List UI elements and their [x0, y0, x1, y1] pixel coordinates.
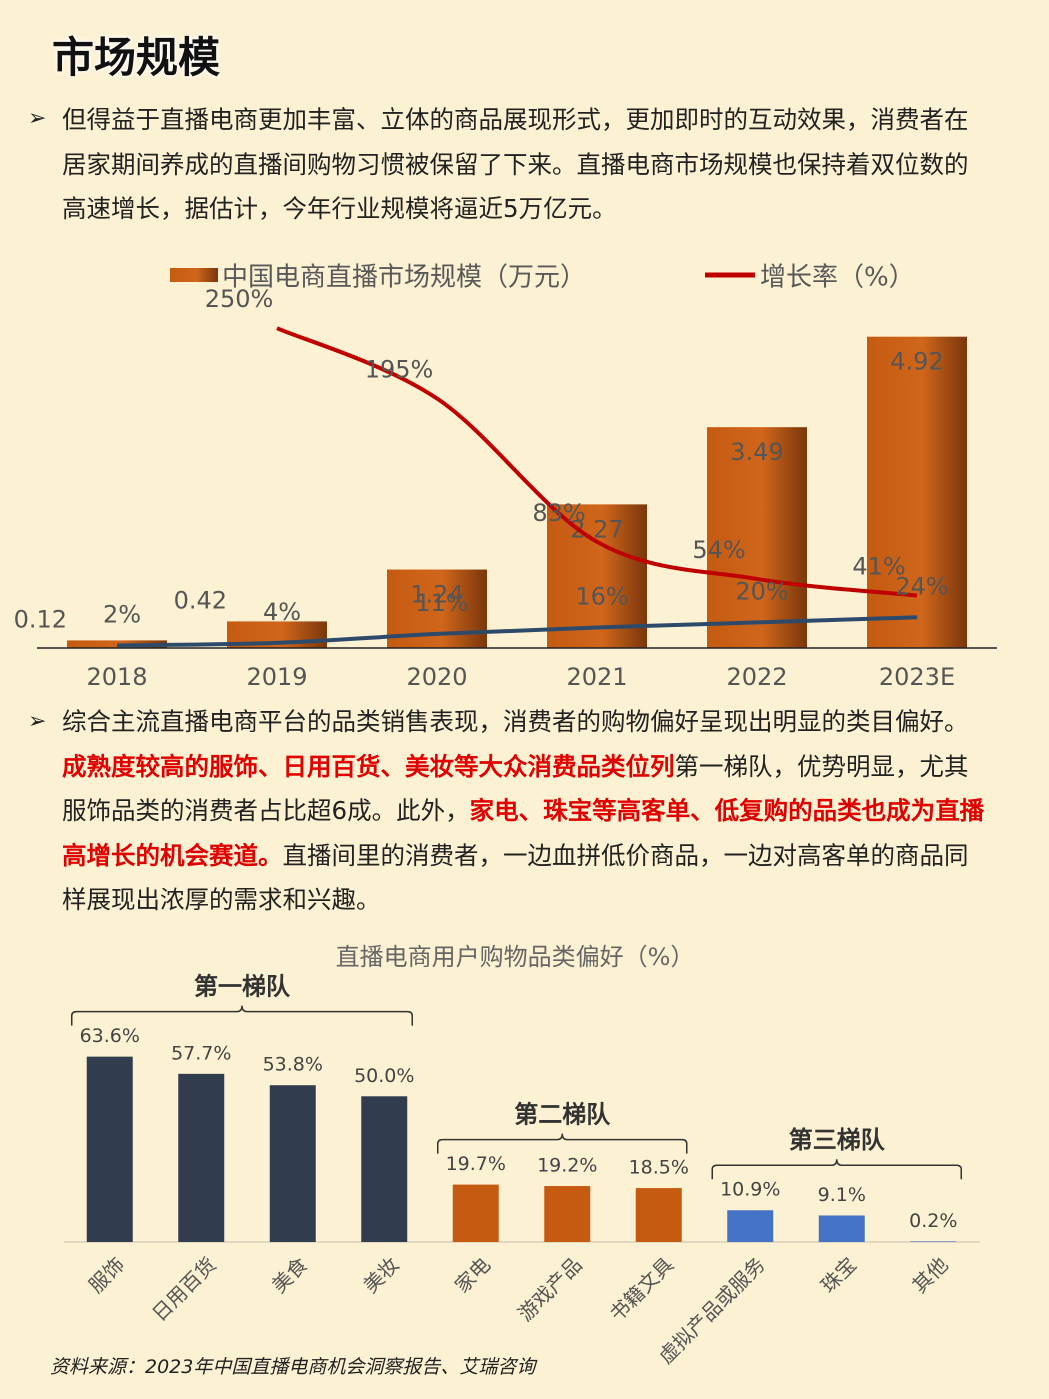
bar-label: 63.6% — [80, 1025, 140, 1047]
bar — [452, 1184, 499, 1242]
x-tick-label: 美食 — [267, 1252, 312, 1297]
line-label: 11% — [415, 589, 468, 617]
bar — [361, 1096, 408, 1242]
x-tick-label: 2023E — [879, 663, 955, 691]
bar-label: 19.2% — [537, 1155, 597, 1177]
line-label: 54% — [692, 536, 745, 564]
group-label: 第三梯队 — [789, 1126, 886, 1154]
bar — [544, 1186, 591, 1242]
x-tick-label: 书籍文具 — [605, 1252, 679, 1326]
bar — [178, 1073, 225, 1242]
bar-label: 9.1% — [818, 1184, 866, 1206]
x-tick-label: 日用百货 — [147, 1252, 221, 1326]
x-tick-label: 2022 — [726, 663, 787, 691]
bar — [635, 1188, 682, 1242]
paragraph: 但得益于直播电商更加丰富、立体的商品展现形式，更加即时的互动效果，消费者在居家期… — [62, 98, 992, 232]
bar-label: 19.7% — [446, 1153, 506, 1175]
bar-label: 53.8% — [263, 1054, 323, 1076]
source: 资料来源：2023年中国直播电商机会洞察报告、艾瑞咨询 — [50, 1356, 536, 1378]
bar-label: 4.92 — [890, 348, 943, 376]
line-label: 83% — [532, 499, 585, 527]
bar-label: 0.42 — [174, 586, 227, 614]
text-run: 家电、珠宝等高客单、低复购的品类也成为直播高增长的机会赛道。 — [62, 796, 985, 870]
bar-label: 18.5% — [629, 1157, 689, 1179]
bar — [707, 427, 807, 648]
x-tick-label: 家电 — [450, 1252, 495, 1297]
x-tick-label: 游戏产品 — [513, 1252, 587, 1326]
bar-label: 1.24 — [410, 581, 463, 609]
x-tick-label: 2018 — [86, 663, 147, 691]
bar-label: 10.9% — [720, 1179, 780, 1201]
page-title: 市场规模 — [52, 33, 221, 82]
paragraph: 综合主流直播电商平台的品类销售表现，消费者的购物偏好呈现出明显的类目偏好。成熟度… — [62, 700, 992, 923]
chart-title: 直播电商用户购物品类偏好（%） — [336, 943, 695, 971]
bar — [269, 1085, 316, 1242]
bar-label: 57.7% — [171, 1042, 231, 1064]
line-label: 41% — [852, 553, 905, 581]
group-label: 第二梯队 — [514, 1101, 611, 1129]
line-label: 250% — [205, 285, 274, 313]
line-label: 2% — [103, 600, 141, 628]
line-label: 20% — [735, 577, 788, 605]
bullet: ➢ — [28, 709, 47, 734]
bracket — [711, 1159, 962, 1180]
bar-label: 0.2% — [909, 1210, 957, 1232]
x-tick-label: 珠宝 — [816, 1252, 861, 1297]
legend-label: 增长率（%） — [760, 263, 915, 293]
text-run: 综合主流直播电商平台的品类销售表现，消费者的购物偏好呈现出明显的类目偏好。 — [62, 707, 969, 736]
legend-label: 中国电商直播市场规模（万元） — [222, 263, 586, 293]
bar — [867, 336, 967, 648]
legend-swatch — [170, 268, 218, 282]
x-tick-label: 服饰 — [84, 1252, 129, 1297]
x-tick-label: 其他 — [907, 1252, 952, 1297]
bar — [818, 1215, 865, 1242]
line — [116, 615, 918, 648]
bar-label: 50.0% — [354, 1065, 414, 1087]
bar — [727, 1210, 774, 1242]
text-run: 直播间里的消费者，一边血拼低价商品，一边对高客单的商品同样展现出浓厚的需求和兴趣… — [62, 840, 969, 915]
bracket — [71, 1005, 413, 1026]
bar — [86, 1056, 133, 1242]
text-run: 但得益于直播电商更加丰富、立体的商品展现形式，更加即时的互动效果，消费者在居家期… — [62, 105, 969, 223]
line-label: 16% — [575, 583, 628, 611]
line-label: 195% — [365, 356, 434, 384]
bullet: ➢ — [28, 106, 47, 131]
x-tick-label: 2021 — [566, 663, 627, 691]
bar-label: 0.12 — [14, 605, 67, 633]
text-run: 成熟度较高的服饰、日用百货、美妆等大众消费品类位列 — [62, 751, 675, 781]
line-label: 24% — [895, 572, 948, 600]
group-label: 第一梯队 — [194, 973, 291, 1001]
x-tick-label: 美妆 — [358, 1252, 403, 1297]
x-tick-label: 2019 — [246, 663, 307, 691]
bar — [910, 1241, 957, 1242]
bar-label: 3.49 — [730, 438, 783, 466]
text-run: 第一梯队，优势明显，尤其服饰品类的消费者占比超6成。此外， — [62, 751, 969, 826]
line — [276, 326, 918, 598]
line-label: 4% — [263, 598, 301, 626]
bracket — [437, 1133, 688, 1154]
x-tick-label: 2020 — [406, 663, 467, 691]
bar — [547, 504, 647, 648]
